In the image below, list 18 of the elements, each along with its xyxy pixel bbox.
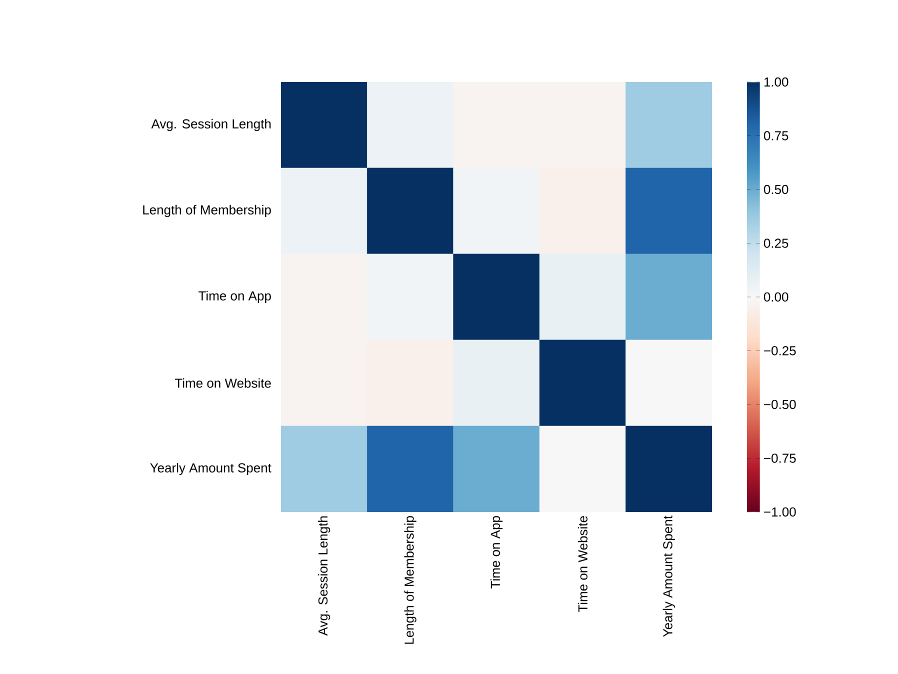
color-bar-label: 0.00	[764, 292, 788, 302]
color-bar-label: −0.75	[764, 454, 796, 463]
y-tick-label: Length of Membership	[143, 204, 271, 218]
y-tick-label: Time on App	[198, 290, 271, 304]
x-tick-label: Time on App	[490, 516, 503, 588]
y-tick-label: Avg. Session Length	[151, 118, 271, 132]
color-bar-label: 0.50	[764, 184, 788, 194]
color-bar-label: −1.00	[764, 507, 796, 517]
y-tick-label: Time on Website	[174, 378, 271, 388]
x-tick-label: Length of Membership	[404, 516, 416, 644]
color-bar-label: 1.00	[764, 77, 788, 87]
color-bar-label: 0.25	[764, 238, 788, 248]
y-tick-label: Yearly Amount Spent	[150, 462, 272, 476]
x-tick-label: Yearly Amount Spent	[662, 516, 675, 637]
color-bar-label: −0.50	[764, 400, 796, 410]
color-bar-label: −0.25	[764, 346, 796, 356]
x-tick-label: Time on Website	[578, 516, 588, 612]
color-bar-label: 0.75	[764, 131, 788, 140]
